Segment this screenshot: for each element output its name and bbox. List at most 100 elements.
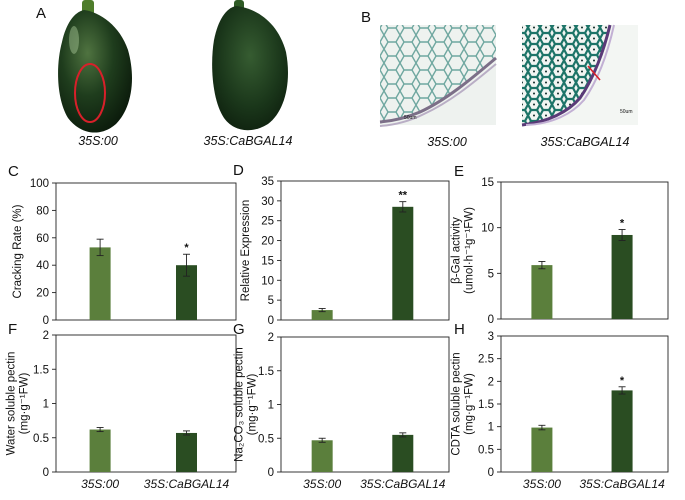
chart-g: 0 0.5 1 1.5 2 35S:00 35S:CaBGAL14 G Na₂CO₃ solub… (233, 321, 450, 491)
chart-g-category-label: 35S:CaBGAL14 (360, 477, 446, 491)
chart-e-ylabel-line: β-Gal activity (451, 217, 463, 284)
chart-e-ytick-label: 5 (488, 268, 494, 280)
chart-c-ytick-label: 60 (36, 233, 49, 245)
chart-g-ylabel: Na₂CO₃ soluble pectin(mg·g⁻¹FW) (234, 347, 259, 462)
chart-f-category-label: 35S:CaBGAL14 (144, 477, 230, 491)
chart-f-ytick-label: 0 (43, 467, 49, 479)
chart-d-ylabel-line: Relative Expression (240, 200, 252, 302)
crack-region-circle (74, 63, 106, 123)
chart-e-frame (500, 181, 669, 320)
panel-letter-e: E (454, 163, 464, 180)
chart-d-ytick-label: 10 (261, 275, 274, 287)
chart-h-ytick-label: 2.5 (478, 354, 494, 366)
chart-d-frame (280, 180, 450, 321)
chart-c-significance-mark: * (184, 242, 189, 254)
chart-c-ylabel: Cracking Rate (%) (12, 204, 24, 298)
chart-h-significance-mark: * (620, 375, 625, 387)
panel-letter-g: G (233, 321, 245, 338)
chart-h-ylabel-line: CDTA soluble pectin (451, 352, 463, 455)
panel-letter-h: H (454, 321, 465, 338)
chart-f-ylabel: Water soluble pectin(mg·g⁻¹FW) (6, 352, 31, 456)
chart-d-ytick-label: 20 (261, 236, 274, 248)
chart-e-ylabel-line: (umol·h⁻¹g⁻¹FW) (464, 207, 476, 294)
chart-d-ytick-label: 0 (268, 315, 274, 327)
chart-d-ytick-label: 25 (261, 216, 274, 228)
chart-f-ylabel-line: Water soluble pectin (6, 352, 18, 456)
chart-c-frame (55, 182, 237, 321)
scale-bar-label-control: 50um (404, 115, 417, 121)
chart-g-ytick-label: 0 (268, 467, 274, 479)
chart-h: 0 0.5 1 1.5 2 2.5 3 35S:00 * 35S:CaBGAL14 H CDTA so… (451, 321, 669, 491)
chart-d-significance-mark: ** (399, 190, 408, 202)
chart-h-ytick-label: 0.5 (478, 444, 494, 456)
chart-e-significance-mark: * (620, 217, 625, 229)
chart-g-frame (280, 336, 450, 473)
chart-d-bar (311, 310, 333, 320)
chart-d-ytick-label: 15 (261, 255, 274, 267)
chart-h-category-label: 35S:CaBGAL14 (579, 477, 665, 491)
chart-g-bar (392, 434, 414, 472)
pepper-overexpression-image (212, 0, 288, 131)
chart-g-ytick-label: 2 (268, 332, 274, 344)
chart-f-frame (55, 334, 237, 473)
chart-f-ytick-label: 1.5 (33, 364, 49, 376)
micrograph-control-image: 50um (379, 25, 497, 127)
chart-f-ylabel-line: (mg·g⁻¹FW) (19, 373, 31, 435)
chart-c-bar (89, 247, 111, 320)
panel-a-caption-control: 35S:00 (78, 134, 118, 148)
chart-e-ylabel: β-Gal activity(umol·h⁻¹g⁻¹FW) (451, 207, 476, 294)
chart-f-bar (89, 429, 111, 472)
chart-d-bar (392, 206, 414, 320)
chart-h-ytick-label: 1.5 (478, 399, 494, 411)
chart-h-ytick-label: 2 (488, 376, 494, 388)
chart-f-ytick-label: 0.5 (33, 433, 49, 445)
panel-b-caption-control: 35S:00 (427, 135, 467, 149)
chart-f-bar (176, 432, 197, 472)
chart-g-bar (311, 440, 333, 472)
chart-c-ytick-label: 100 (30, 178, 49, 190)
chart-e-ytick-label: 15 (481, 177, 494, 189)
chart-h-bar (611, 390, 633, 472)
panel-a-photos: A 35S:00 35S:CaBGAL14 (36, 0, 293, 148)
chart-d-ylabel: Relative Expression (240, 200, 252, 302)
panel-b-caption-overexpression: 35S:CaBGAL14 (541, 135, 630, 149)
chart-c-ytick-label: 0 (43, 315, 49, 327)
chart-f-category-label: 35S:00 (81, 477, 119, 491)
chart-g-ylabel-line: Na₂CO₃ soluble pectin (234, 347, 246, 462)
panel-letter-b: B (361, 9, 371, 26)
chart-e-ytick-label: 10 (481, 223, 494, 235)
chart-e-ytick-label: 0 (488, 314, 494, 326)
chart-h-bar (531, 427, 553, 472)
chart-g-ytick-label: 1.5 (258, 366, 274, 378)
chart-d: 0 5 10 15 20 25 30 35 ** D Relative Expression (233, 162, 450, 327)
pepper-control-image (58, 0, 132, 133)
chart-g-ytick-label: 1 (268, 400, 274, 412)
chart-g-ylabel-line: (mg·g⁻¹FW) (247, 374, 259, 436)
panel-a-caption-overexpression: 35S:CaBGAL14 (204, 134, 293, 148)
chart-c-ytick-label: 40 (36, 260, 49, 272)
wall-thickness-arrow (587, 65, 601, 81)
chart-e: 0 5 10 15 * Eβ-Gal activity(umol·h⁻¹g⁻¹FW) (451, 163, 669, 326)
chart-c-bar (176, 265, 197, 320)
chart-d-ytick-label: 35 (261, 176, 274, 188)
chart-e-bar (531, 265, 553, 319)
scale-bar-label-overexpression: 50um (620, 109, 633, 115)
chart-h-ylabel: CDTA soluble pectin(mg·g⁻¹FW) (451, 352, 476, 455)
chart-h-category-label: 35S:00 (523, 477, 561, 491)
panel-letter-f: F (8, 321, 17, 338)
chart-h-ytick-label: 0 (488, 467, 494, 479)
chart-h-ytick-label: 3 (488, 331, 494, 343)
chart-c-ytick-label: 80 (36, 205, 49, 217)
micrograph-overexpression-image: 50um (521, 24, 638, 127)
chart-f: 0 0.5 1 1.5 2 35S:00 35S:CaBGAL14 F Water solubl… (6, 321, 237, 491)
chart-h-ytick-label: 1 (488, 422, 494, 434)
chart-d-ytick-label: 30 (261, 196, 274, 208)
chart-h-ylabel-line: (mg·g⁻¹FW) (464, 373, 476, 435)
chart-e-bar (611, 234, 633, 319)
chart-g-ytick-label: 0.5 (258, 433, 274, 445)
chart-c-ytick-label: 20 (36, 288, 49, 300)
chart-f-ytick-label: 1 (43, 399, 49, 411)
panel-letter-c: C (8, 163, 19, 180)
